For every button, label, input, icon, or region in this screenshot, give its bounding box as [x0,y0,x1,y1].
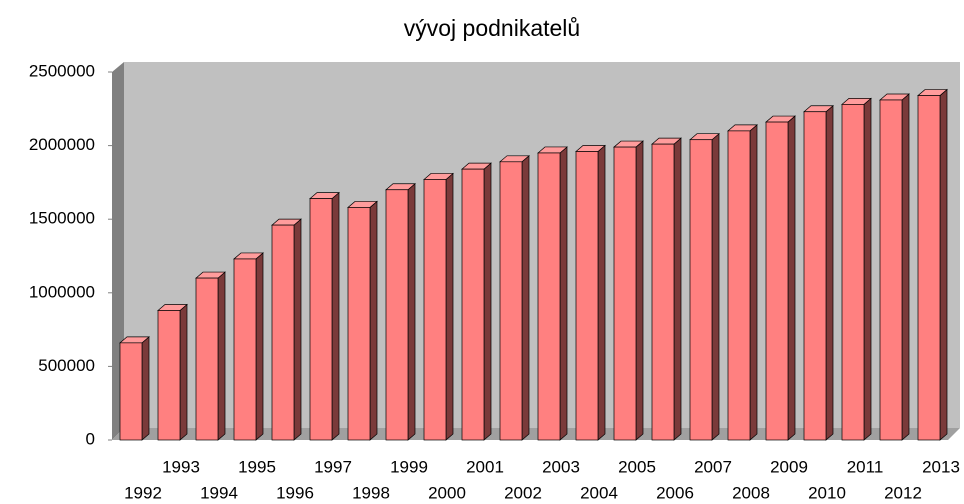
x-tick-label: 2011 [847,457,884,476]
bar [879,99,903,441]
bar-side [217,271,226,441]
bar [499,161,523,441]
x-tick-label: 1992 [124,483,162,502]
bar-side [825,104,834,441]
x-tick-label: 2000 [428,483,466,502]
bar [613,146,637,441]
bar [271,224,295,441]
bar-side [293,218,302,441]
bar [727,130,751,441]
x-tick-label: 2006 [656,483,694,502]
bar [233,258,257,441]
x-tick-label: 2010 [808,483,846,502]
bar [195,277,219,441]
x-tick-label: 2007 [694,457,732,476]
bar [119,342,143,441]
bar [385,189,409,441]
x-tick-label: 1994 [200,483,238,502]
x-tick-label: 2009 [770,457,808,476]
x-tick-label: 2003 [542,457,580,476]
bar [689,139,713,441]
bar [841,104,865,441]
bar-side [863,97,872,441]
bar-side [749,124,758,441]
bar-side [141,336,150,441]
x-tick-label: 1997 [314,457,352,476]
bar [765,121,789,441]
bar-side [179,303,188,441]
bar-side [521,155,530,441]
bar [537,152,561,441]
y-tick-label: 2500000 [29,61,95,80]
bar [917,95,941,441]
bar [651,143,675,441]
bar-side [559,146,568,441]
bar-side [331,191,340,441]
bar-side [635,140,644,441]
x-tick-label: 2001 [466,457,504,476]
x-tick-label: 2013 [922,457,960,476]
x-tick-label: 1996 [276,483,314,502]
bar-side [711,132,720,441]
bar [461,168,485,441]
x-tick-label: 1995 [238,457,276,476]
x-tick-label: 1998 [352,483,390,502]
bar [803,111,827,441]
y-tick-label: 1000000 [29,282,95,301]
bar-side [255,252,264,441]
x-tick-label: 1999 [390,457,428,476]
bar [347,207,371,441]
bar [423,179,447,441]
y-tick-label: 500000 [38,356,95,375]
x-tick-label: 1993 [162,457,200,476]
bar [157,310,181,441]
bar-side [939,88,948,441]
bar-side [787,115,796,441]
bar-side [369,200,378,441]
chart-title: vývoj podnikatelů [404,15,580,41]
x-tick-label: 2008 [732,483,770,502]
bar-side [673,137,682,441]
bar [309,198,333,441]
y-tick-label: 2000000 [29,135,95,154]
x-tick-label: 2002 [504,483,542,502]
bar-side [901,93,910,441]
bar-side [483,162,492,441]
bar [575,151,599,441]
x-tick-label: 2012 [884,483,922,502]
y-tick-label: 0 [86,429,95,448]
bar-side [597,144,606,441]
y-tick-label: 1500000 [29,209,95,228]
bar-side [407,182,416,441]
x-tick-label: 2005 [618,457,656,476]
x-tick-label: 2004 [580,483,618,502]
bar-side [445,172,454,441]
